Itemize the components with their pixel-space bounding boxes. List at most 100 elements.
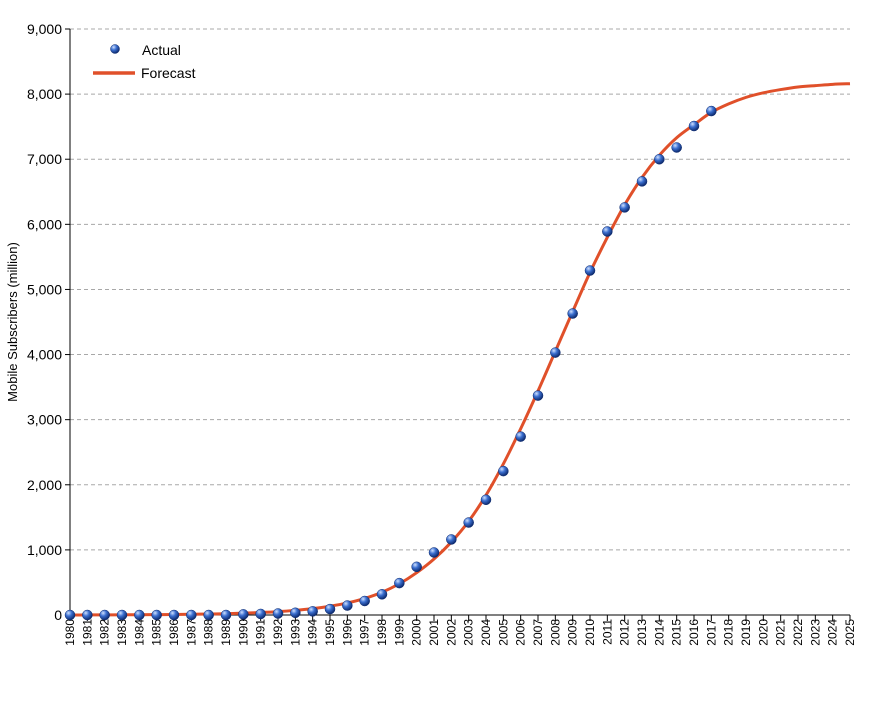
actual-point bbox=[636, 176, 648, 187]
legend-forecast-label: Forecast bbox=[141, 65, 196, 81]
actual-point bbox=[290, 607, 301, 619]
x-tick-label: 1983 bbox=[115, 619, 129, 646]
actual-point bbox=[498, 465, 509, 477]
gridlines bbox=[70, 28, 850, 551]
x-tick-label: 2018 bbox=[722, 619, 736, 646]
forecast-series bbox=[69, 82, 851, 617]
actual-point bbox=[688, 120, 700, 132]
actual-point bbox=[255, 608, 266, 620]
actual-point bbox=[532, 390, 544, 401]
x-tick-label: 1984 bbox=[132, 619, 146, 646]
x-tick-label: 1990 bbox=[236, 619, 250, 646]
y-axis: 0 1,000 2,000 3,000 4,000 5,000 6,000 7,000 8,00… bbox=[27, 21, 71, 623]
actual-point bbox=[116, 609, 128, 621]
x-tick-label: 1998 bbox=[375, 619, 389, 646]
x-tick-label: 2014 bbox=[652, 619, 666, 646]
actual-point bbox=[359, 595, 370, 607]
y-tick-label: 4,000 bbox=[27, 347, 62, 363]
x-tick-label: 2002 bbox=[444, 619, 458, 646]
y-tick-label: 6,000 bbox=[27, 216, 62, 232]
actual-point bbox=[619, 202, 630, 213]
actual-point bbox=[428, 547, 440, 558]
actual-point bbox=[411, 561, 422, 573]
actual-point bbox=[550, 347, 561, 358]
x-tick-label: 1988 bbox=[202, 619, 216, 646]
actual-point bbox=[134, 609, 145, 621]
x-tick-label: 2013 bbox=[635, 619, 649, 646]
x-tick-label: 2020 bbox=[756, 619, 770, 646]
y-tick-label: 8,000 bbox=[27, 86, 62, 102]
x-tick-label: 2008 bbox=[548, 619, 562, 646]
x-tick-label: 1985 bbox=[150, 619, 164, 646]
x-tick-label: 1986 bbox=[167, 619, 181, 646]
x-tick-label: 1999 bbox=[392, 619, 406, 646]
x-tick-label: 2006 bbox=[514, 619, 528, 646]
x-tick-label: 2015 bbox=[670, 619, 684, 646]
x-tick-label: 2011 bbox=[600, 619, 614, 645]
actual-point bbox=[324, 603, 336, 615]
x-tick-label: 1991 bbox=[254, 619, 268, 646]
actual-point bbox=[238, 609, 249, 620]
actual-point bbox=[706, 105, 717, 117]
actual-point bbox=[64, 609, 76, 621]
x-tick-label: 2021 bbox=[774, 619, 788, 646]
y-tick-label: 7,000 bbox=[27, 151, 62, 167]
actual-point bbox=[567, 308, 578, 319]
x-tick-label: 2024 bbox=[826, 619, 840, 646]
actual-point bbox=[168, 609, 180, 621]
y-tick-label: 3,000 bbox=[27, 412, 62, 428]
actual-point bbox=[463, 517, 474, 528]
actual-point bbox=[272, 608, 284, 619]
x-tick-label: 2005 bbox=[496, 619, 510, 646]
actual-point bbox=[654, 153, 665, 165]
actual-point bbox=[99, 609, 110, 621]
x-tick-label: 1980 bbox=[63, 619, 77, 646]
x-tick-label: 2007 bbox=[531, 619, 545, 646]
y-tick-label: 0 bbox=[54, 607, 62, 623]
x-tick-label: 1997 bbox=[358, 619, 372, 646]
x-tick-label: 2004 bbox=[479, 619, 493, 646]
actual-point bbox=[584, 265, 596, 276]
x-tick-label: 1993 bbox=[288, 619, 302, 646]
x-tick-label: 2017 bbox=[704, 619, 718, 646]
y-tick-label: 5,000 bbox=[27, 281, 62, 297]
x-tick-label: 2012 bbox=[618, 619, 632, 646]
x-tick-label: 1982 bbox=[98, 619, 112, 646]
x-tick-label: 2025 bbox=[843, 619, 857, 646]
actual-point bbox=[671, 142, 682, 153]
x-tick-label: 1992 bbox=[271, 619, 285, 646]
x-tick-label: 1995 bbox=[323, 619, 337, 646]
y-tick-label: 1,000 bbox=[27, 542, 62, 558]
actual-point bbox=[342, 600, 353, 611]
actual-point bbox=[203, 609, 214, 621]
x-tick-label: 2010 bbox=[583, 619, 597, 646]
x-tick-label: 2016 bbox=[687, 619, 701, 646]
actual-point bbox=[151, 609, 162, 621]
x-tick-label: 1994 bbox=[306, 619, 320, 646]
x-tick-label: 1981 bbox=[80, 619, 94, 646]
x-tick-label: 2000 bbox=[410, 619, 424, 646]
legend-actual-marker bbox=[110, 44, 120, 54]
actual-point bbox=[220, 609, 232, 621]
x-tick-label: 2023 bbox=[808, 619, 822, 646]
x-tick-label: 2003 bbox=[462, 619, 476, 646]
x-axis: 1980 1981 1982 1983 1984 1985 1986 1987 1988 1989… bbox=[63, 614, 857, 646]
x-tick-label: 2001 bbox=[427, 619, 441, 646]
actual-point bbox=[446, 534, 457, 545]
y-tick-label: 9,000 bbox=[27, 21, 62, 37]
actual-point bbox=[602, 226, 613, 237]
x-tick-label: 2022 bbox=[791, 619, 805, 646]
actual-series bbox=[64, 105, 717, 621]
x-tick-label: 1989 bbox=[219, 619, 233, 646]
forecast-line bbox=[69, 82, 851, 617]
x-tick-label: 1996 bbox=[340, 619, 354, 646]
actual-point bbox=[376, 589, 388, 600]
y-tick-label: 2,000 bbox=[27, 477, 62, 493]
actual-point bbox=[515, 431, 526, 442]
actual-point bbox=[307, 606, 318, 617]
legend-actual-label: Actual bbox=[142, 42, 181, 58]
x-tick-label: 2009 bbox=[566, 619, 580, 646]
actual-point bbox=[186, 609, 197, 621]
x-tick-label: 1987 bbox=[184, 619, 198, 646]
